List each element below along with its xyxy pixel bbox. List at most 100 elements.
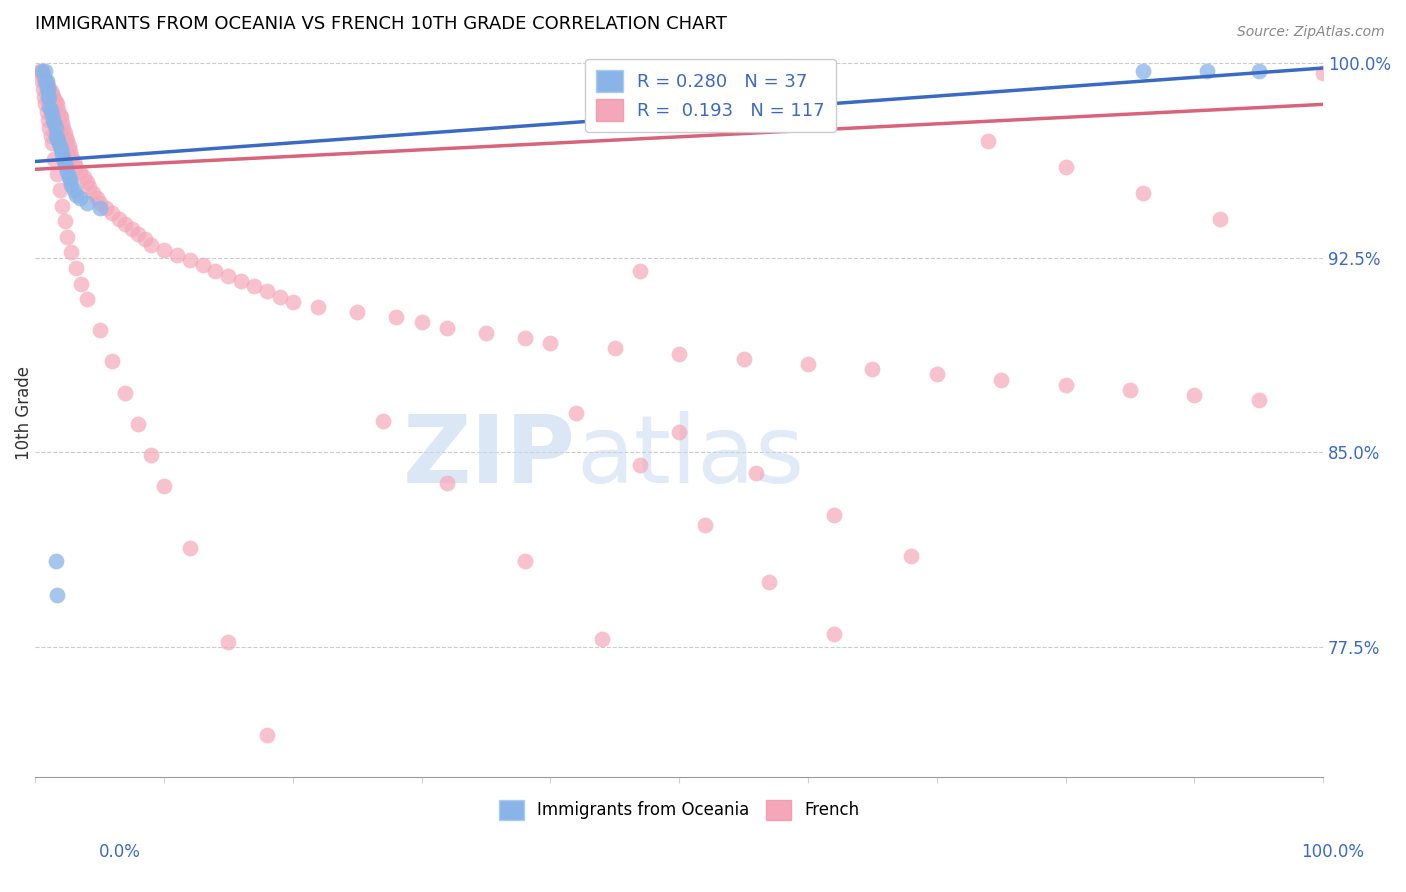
Point xyxy=(62,154,84,169)
Point xyxy=(30,63,52,78)
Point xyxy=(114,385,136,400)
Point xyxy=(62,183,84,197)
Point xyxy=(46,168,69,182)
Point xyxy=(630,458,652,473)
Point xyxy=(89,323,111,337)
Point xyxy=(31,66,53,80)
Point xyxy=(70,277,93,291)
Point xyxy=(86,191,108,205)
Point xyxy=(745,466,768,480)
Point xyxy=(56,229,79,244)
Point xyxy=(65,188,87,202)
Point xyxy=(37,112,59,127)
Text: Source: ZipAtlas.com: Source: ZipAtlas.com xyxy=(1237,25,1385,39)
Point xyxy=(53,126,76,140)
Point xyxy=(384,310,406,325)
Point xyxy=(44,152,66,166)
Point xyxy=(1054,160,1077,174)
Point xyxy=(53,157,76,171)
Point xyxy=(56,134,79,148)
Point xyxy=(82,186,104,200)
Point xyxy=(48,108,70,122)
Point xyxy=(281,294,304,309)
Point xyxy=(565,406,588,420)
Point xyxy=(134,232,156,246)
Point xyxy=(475,326,498,340)
Point xyxy=(45,95,67,109)
Point xyxy=(58,170,80,185)
Point xyxy=(65,260,87,275)
Point xyxy=(1054,377,1077,392)
Point xyxy=(269,289,291,303)
Point xyxy=(1197,63,1219,78)
Point xyxy=(45,554,67,568)
Point xyxy=(41,136,63,151)
Point xyxy=(797,357,820,371)
Point xyxy=(139,448,162,462)
Point xyxy=(733,351,755,366)
Point xyxy=(925,368,948,382)
Point xyxy=(114,217,136,231)
Point xyxy=(44,92,66,106)
Point xyxy=(31,69,53,83)
Point xyxy=(823,627,845,641)
Y-axis label: 10th Grade: 10th Grade xyxy=(15,367,32,460)
Point xyxy=(1312,66,1334,80)
Point xyxy=(32,89,55,103)
Point xyxy=(35,77,58,91)
Point xyxy=(49,111,72,125)
Point xyxy=(990,373,1012,387)
Point xyxy=(35,105,58,120)
Point xyxy=(46,131,69,145)
Point xyxy=(823,508,845,522)
Point xyxy=(217,635,239,649)
Point xyxy=(758,575,780,590)
Point xyxy=(52,120,75,135)
Point xyxy=(38,89,60,103)
Point xyxy=(59,144,82,158)
Point xyxy=(860,362,883,376)
Point xyxy=(603,342,626,356)
Point xyxy=(73,170,96,185)
Legend: Immigrants from Oceania, French: Immigrants from Oceania, French xyxy=(492,793,866,827)
Point xyxy=(538,336,561,351)
Point xyxy=(436,476,458,491)
Point xyxy=(89,196,111,211)
Point xyxy=(94,201,117,215)
Point xyxy=(191,258,214,272)
Point xyxy=(34,74,56,88)
Point xyxy=(1247,393,1270,408)
Text: IMMIGRANTS FROM OCEANIA VS FRENCH 10TH GRADE CORRELATION CHART: IMMIGRANTS FROM OCEANIA VS FRENCH 10TH G… xyxy=(35,15,727,33)
Point xyxy=(204,263,226,277)
Point xyxy=(39,103,62,117)
Point xyxy=(591,632,613,647)
Point xyxy=(31,82,53,96)
Point xyxy=(1119,383,1142,397)
Point xyxy=(308,822,330,836)
Point xyxy=(38,120,60,135)
Point xyxy=(153,243,176,257)
Point xyxy=(55,160,77,174)
Point xyxy=(37,89,59,103)
Point xyxy=(41,108,63,122)
Point xyxy=(1209,211,1232,226)
Point xyxy=(60,178,83,192)
Point xyxy=(153,479,176,493)
Point xyxy=(32,71,55,86)
Text: 0.0%: 0.0% xyxy=(98,843,141,861)
Point xyxy=(65,160,87,174)
Point xyxy=(630,263,652,277)
Point xyxy=(411,316,433,330)
Point xyxy=(179,253,201,268)
Point xyxy=(31,74,53,88)
Point xyxy=(52,152,75,166)
Point xyxy=(127,227,149,242)
Point xyxy=(69,165,91,179)
Text: ZIP: ZIP xyxy=(404,411,576,503)
Point xyxy=(48,139,70,153)
Point xyxy=(49,141,72,155)
Point xyxy=(1247,63,1270,78)
Point xyxy=(308,300,330,314)
Point xyxy=(51,115,73,129)
Text: 100.0%: 100.0% xyxy=(1301,843,1364,861)
